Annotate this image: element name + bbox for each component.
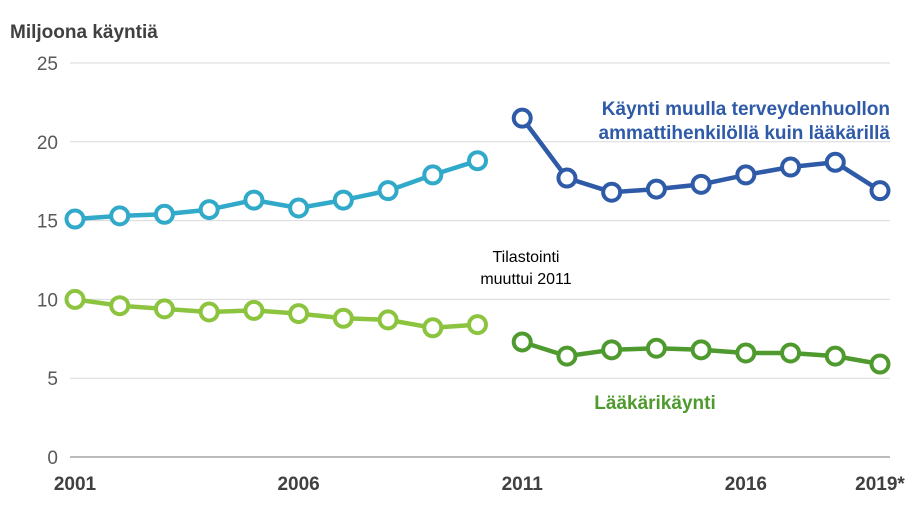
x-tick-label: 2001 <box>54 474 97 495</box>
series-label-doctor: Lääkärikäynti <box>594 393 715 414</box>
data-point-nurse_old <box>243 189 265 211</box>
data-point-doctor_new <box>824 345 846 367</box>
x-tick-label: 2016 <box>725 474 767 495</box>
data-point-doctor_old <box>422 317 444 339</box>
y-tick-label: 0 <box>47 448 58 469</box>
series-label-nurse-line-1: Käynti muulla terveydenhuollon <box>602 99 890 120</box>
data-point-nurse_new <box>869 180 891 202</box>
x-tick-label: 2006 <box>277 474 319 495</box>
data-point-nurse_old <box>64 208 86 230</box>
data-point-nurse_old <box>288 197 310 219</box>
data-point-doctor_new <box>780 342 802 364</box>
data-point-nurse_old <box>422 164 444 186</box>
data-point-doctor_old <box>198 301 220 323</box>
data-point-doctor_old <box>467 314 488 336</box>
series-line-nurse_old <box>72 158 480 222</box>
y-tick-label: 25 <box>37 54 58 75</box>
y-tick-label: 5 <box>47 369 58 390</box>
data-point-doctor_old <box>153 298 175 320</box>
x-tick-label: 2011 <box>502 474 544 495</box>
data-point-doctor_new <box>869 353 891 375</box>
y-tick-label: 20 <box>37 133 58 154</box>
data-point-nurse_old <box>377 180 399 202</box>
data-point-doctor_old <box>377 309 399 331</box>
annotation-line-2: muuttui 2011 <box>480 271 571 288</box>
data-point-nurse_new <box>511 107 533 129</box>
data-point-nurse_new <box>735 164 757 186</box>
data-point-nurse_new <box>601 181 623 203</box>
data-point-doctor_new <box>690 339 712 361</box>
data-point-nurse_old <box>332 189 354 211</box>
x-tick-label: 2019* <box>855 474 905 495</box>
data-point-doctor_new <box>556 345 578 367</box>
y-axis-title: Miljoona käyntiä <box>10 22 158 43</box>
data-point-nurse_new <box>780 156 802 178</box>
data-point-nurse_old <box>198 199 220 221</box>
series-line-doctor_old <box>72 297 480 331</box>
data-point-doctor_new <box>601 339 623 361</box>
data-point-nurse_new <box>824 151 846 173</box>
data-point-doctor_old <box>288 303 310 325</box>
y-tick-labels: 0 5 10 15 20 25 <box>37 54 58 469</box>
data-point-doctor_old <box>332 307 354 329</box>
data-point-doctor_new <box>645 337 667 359</box>
y-tick-label: 15 <box>37 212 58 233</box>
data-point-nurse_new <box>690 173 712 195</box>
data-point-nurse_old <box>153 203 175 225</box>
data-point-doctor_new <box>511 331 533 353</box>
data-point-nurse_old <box>467 150 488 172</box>
data-point-doctor_old <box>64 288 86 310</box>
data-point-nurse_new <box>645 178 667 200</box>
annotation-line-1: Tilastointi <box>493 249 560 266</box>
data-point-doctor_old <box>243 299 265 321</box>
series-points <box>64 107 891 375</box>
y-tick-label: 10 <box>37 290 58 311</box>
x-tick-labels: 2001 2006 2011 2016 2019* <box>54 474 906 495</box>
data-point-doctor_old <box>109 295 131 317</box>
gridlines <box>70 62 890 458</box>
data-point-nurse_new <box>556 167 578 189</box>
data-point-nurse_old <box>109 205 131 227</box>
data-point-doctor_new <box>735 342 757 364</box>
series-label-nurse-line-2: ammattihenkilöllä kuin lääkärillä <box>599 123 891 144</box>
